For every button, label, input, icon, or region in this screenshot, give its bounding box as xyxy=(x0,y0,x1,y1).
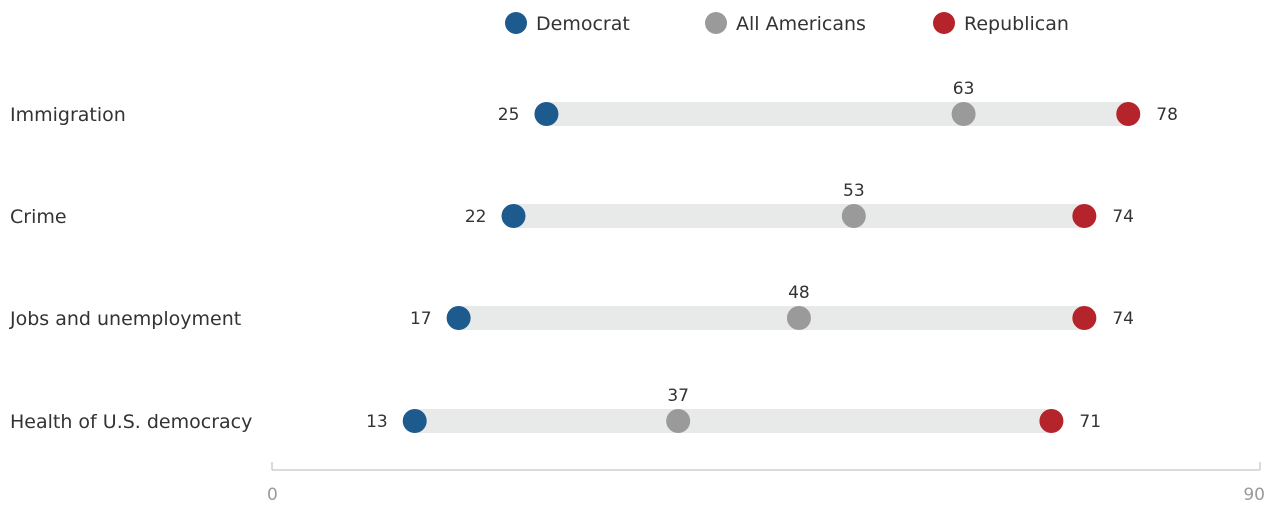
republican-value-label: 74 xyxy=(1112,309,1134,329)
all-americans-value-label: 53 xyxy=(843,181,865,201)
democrat-dot xyxy=(402,409,427,433)
range-bar xyxy=(458,306,1085,330)
republican-dot xyxy=(1072,204,1097,228)
all-americans-dot xyxy=(841,204,866,228)
category-label: Immigration xyxy=(10,104,126,126)
range-bar xyxy=(546,102,1129,126)
category-label: Crime xyxy=(10,206,67,228)
all-americans-value-label: 48 xyxy=(788,283,810,303)
republican-dot xyxy=(1039,409,1064,433)
legend: Democrat All Americans Republican xyxy=(505,12,1069,35)
chart-row: Health of U.S. democracy 13 37 71 xyxy=(10,386,1101,433)
republican-value-label: 74 xyxy=(1112,207,1134,227)
all-americans-value-label: 37 xyxy=(667,386,689,406)
legend-marker-dem xyxy=(505,12,527,34)
democrat-dot xyxy=(534,102,559,126)
x-tick-label: 90 xyxy=(1243,485,1265,505)
chart-row: Crime 22 53 74 xyxy=(10,181,1134,228)
democrat-dot xyxy=(446,306,471,330)
legend-marker-rep xyxy=(933,12,955,34)
legend-label-rep: Republican xyxy=(964,13,1069,35)
category-label: Jobs and unemployment xyxy=(9,308,241,330)
range-bar xyxy=(414,409,1052,433)
legend-label-all: All Americans xyxy=(736,13,866,35)
democrat-value-label: 17 xyxy=(410,309,432,329)
democrat-dot xyxy=(501,204,526,228)
range-bar xyxy=(513,204,1085,228)
democrat-value-label: 13 xyxy=(366,412,388,432)
democrat-value-label: 25 xyxy=(498,105,520,125)
all-americans-dot xyxy=(666,409,691,433)
all-americans-dot xyxy=(786,306,811,330)
x-axis: 0 90 xyxy=(267,462,1265,505)
republican-value-label: 78 xyxy=(1156,105,1178,125)
all-americans-dot xyxy=(951,102,976,126)
democrat-value-label: 22 xyxy=(465,207,487,227)
chart-row: Jobs and unemployment 17 48 74 xyxy=(9,283,1134,330)
legend-marker-all xyxy=(705,12,727,34)
x-tick-label: 0 xyxy=(267,485,278,505)
legend-label-dem: Democrat xyxy=(536,13,630,35)
republican-dot xyxy=(1072,306,1097,330)
republican-dot xyxy=(1116,102,1141,126)
republican-value-label: 71 xyxy=(1079,412,1101,432)
chart-row: Immigration 25 63 78 xyxy=(10,79,1178,126)
all-americans-value-label: 63 xyxy=(953,79,975,99)
category-label: Health of U.S. democracy xyxy=(10,411,252,433)
